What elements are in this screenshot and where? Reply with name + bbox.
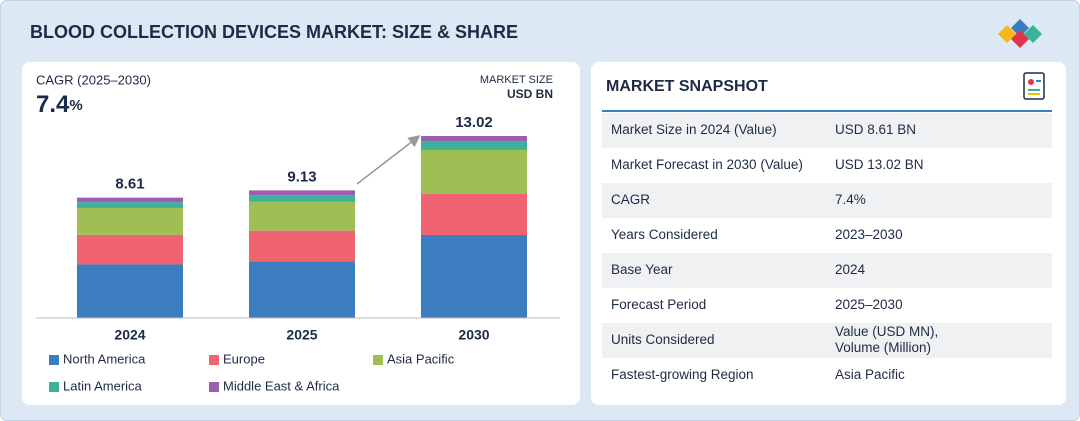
bar-segment xyxy=(77,197,183,203)
legend-swatch xyxy=(49,355,59,365)
legend-swatch xyxy=(373,355,383,365)
page-title: BLOOD COLLECTION DEVICES MARKET: SIZE & … xyxy=(30,22,518,42)
total-label: 8.61 xyxy=(115,176,144,193)
bar-segment xyxy=(77,202,183,208)
x-tick-label: 2024 xyxy=(114,327,145,343)
bar-segment xyxy=(421,141,527,150)
row-value: 2025–2030 xyxy=(835,297,903,312)
total-label: 13.02 xyxy=(455,114,493,131)
legend-label: Europe xyxy=(223,351,265,366)
cagr-unit: % xyxy=(69,97,82,114)
total-label: 9.13 xyxy=(287,168,316,185)
snapshot-icon xyxy=(1023,72,1045,100)
bar-segment xyxy=(421,136,527,142)
row-value: USD 13.02 BN xyxy=(835,157,924,172)
legend-label: North America xyxy=(63,351,146,366)
unit-label: MARKET SIZE xyxy=(480,74,553,86)
row-band xyxy=(602,253,1052,288)
bar-segment xyxy=(249,190,355,196)
bar-segment xyxy=(249,195,355,202)
row-value: USD 8.61 BN xyxy=(835,122,916,137)
cagr-value: 7.4 xyxy=(36,91,70,118)
row-label: Fastest-growing Region xyxy=(611,367,754,382)
row-label: Base Year xyxy=(611,262,673,277)
row-label: CAGR xyxy=(611,192,650,207)
row-value: Volume (Million) xyxy=(835,340,931,355)
legend-label: Asia Pacific xyxy=(387,351,455,366)
bar-segment xyxy=(249,261,355,318)
row-value: 2023–2030 xyxy=(835,227,903,242)
bar-segment xyxy=(77,234,183,265)
row-value: 7.4% xyxy=(835,192,866,207)
row-band xyxy=(602,113,1052,148)
bar-segment xyxy=(421,194,527,235)
row-label: Forecast Period xyxy=(611,297,706,312)
bar-segment xyxy=(421,149,527,195)
legend-swatch xyxy=(49,382,59,392)
growth-arrow xyxy=(356,135,421,185)
row-label: Units Considered xyxy=(611,332,715,347)
row-label: Years Considered xyxy=(611,227,718,242)
legend-label: Middle East & Africa xyxy=(223,378,340,393)
row-value: 2024 xyxy=(835,262,866,277)
legend-swatch xyxy=(209,382,219,392)
row-label: Market Size in 2024 (Value) xyxy=(611,122,777,137)
row-band xyxy=(602,323,1052,358)
bar-segment xyxy=(421,234,527,318)
row-value: Asia Pacific xyxy=(835,367,905,382)
x-tick-label: 2030 xyxy=(458,327,489,343)
snapshot-title: MARKET SNAPSHOT xyxy=(606,78,768,95)
row-band xyxy=(602,183,1052,218)
bar-segment xyxy=(249,230,355,262)
x-tick-label: 2025 xyxy=(286,327,317,343)
bar-segment xyxy=(77,207,183,235)
bar-segment xyxy=(77,264,183,318)
unit: USD BN xyxy=(507,87,553,101)
cagr: 7.4% xyxy=(36,91,83,118)
cagr-label: CAGR (2025–2030) xyxy=(36,72,151,87)
row-label: Market Forecast in 2030 (Value) xyxy=(611,157,803,172)
logo xyxy=(998,19,1042,48)
bar-segment xyxy=(249,201,355,231)
legend-swatch xyxy=(209,355,219,365)
legend-label: Latin America xyxy=(63,378,143,393)
row-value: Value (USD MN), xyxy=(835,324,938,339)
